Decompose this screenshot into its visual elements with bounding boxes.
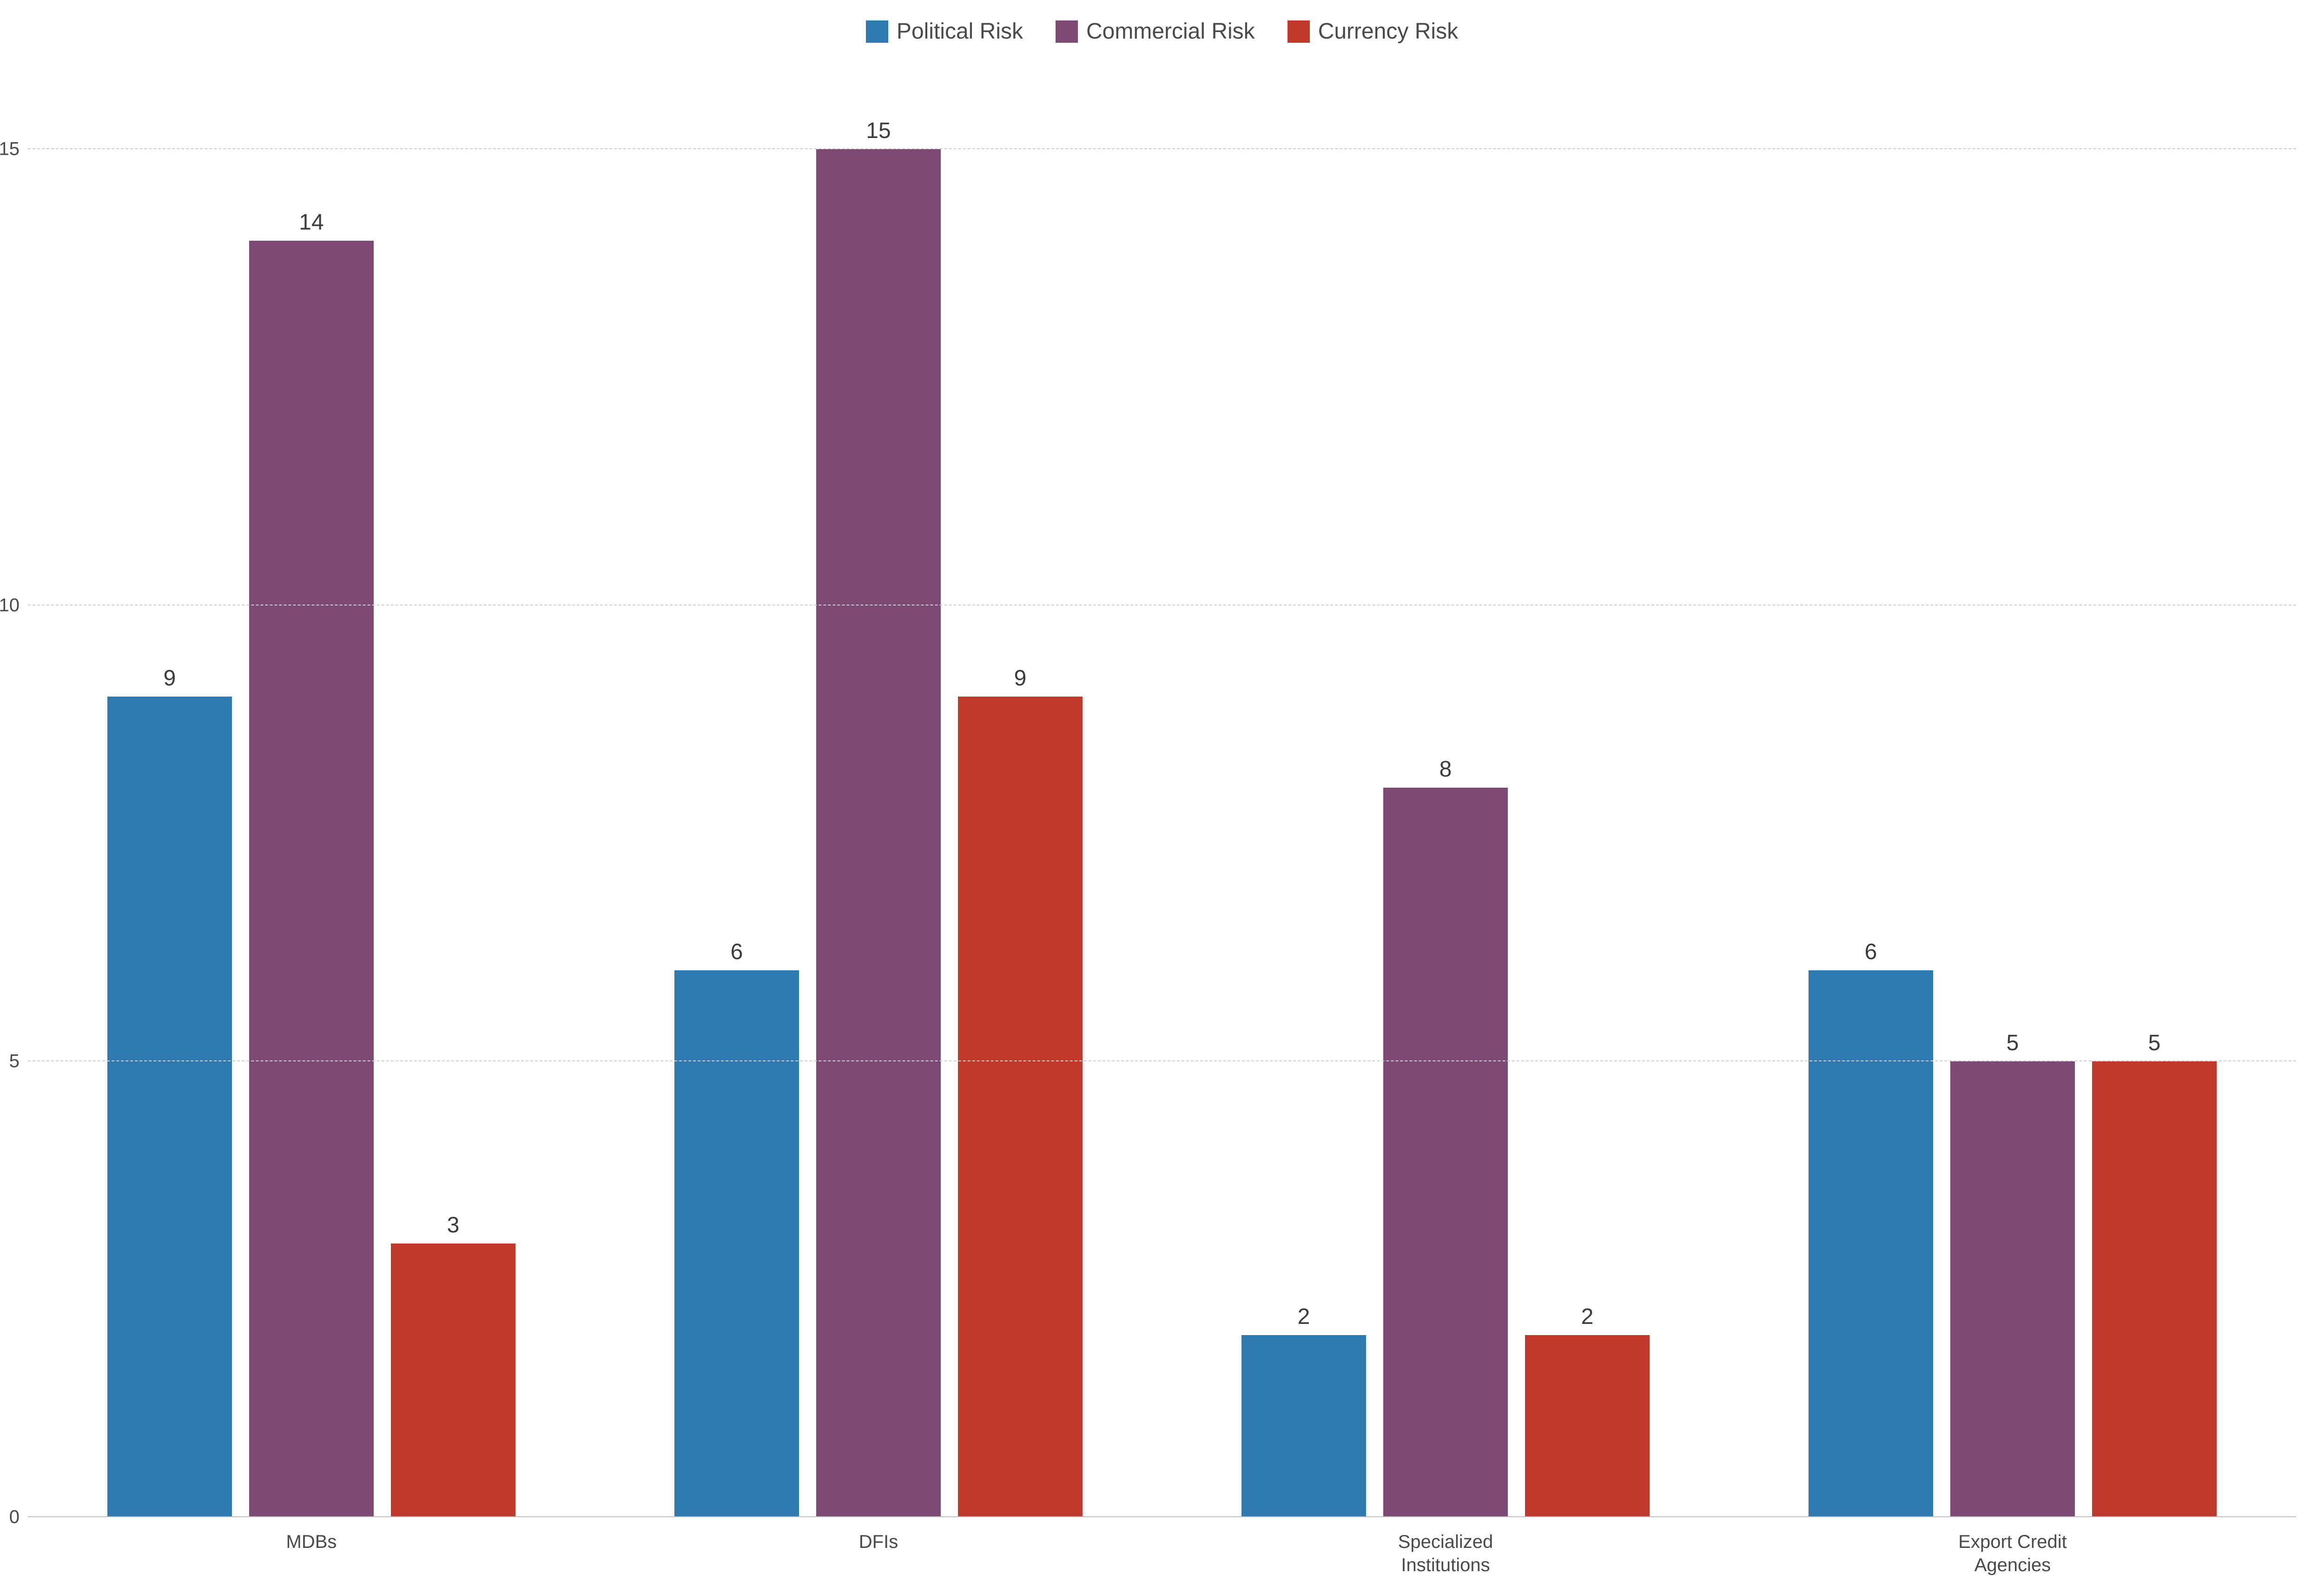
plot-outer: 91436159282655 051015 (28, 58, 2296, 1517)
bar-value-label: 5 (2148, 1030, 2161, 1061)
x-axis-label: MDBs (28, 1530, 595, 1577)
y-tick-label: 0 (9, 1507, 28, 1528)
bar-value-label: 6 (1865, 939, 1877, 970)
x-axis-label: DFIs (595, 1530, 1162, 1577)
plot-area: 91436159282655 051015 (28, 58, 2296, 1517)
bar: 6 (674, 970, 799, 1518)
bar: 6 (1809, 970, 1933, 1518)
y-tick-label: 10 (0, 595, 28, 616)
bar-value-label: 3 (447, 1212, 460, 1244)
legend-label: Political Risk (897, 19, 1023, 44)
bar-group: 655 (1729, 58, 2296, 1517)
legend-item: Political Risk (866, 19, 1023, 44)
bar-value-label: 6 (731, 939, 743, 970)
bar: 14 (249, 241, 374, 1518)
bar-value-label: 5 (2007, 1030, 2019, 1061)
bar: 5 (1950, 1061, 2075, 1517)
legend-label: Currency Risk (1318, 19, 1458, 44)
bar: 8 (1383, 788, 1508, 1517)
bar-value-label: 2 (1581, 1304, 1594, 1335)
bar-value-label: 9 (164, 665, 176, 697)
bar: 2 (1525, 1335, 1650, 1518)
bar: 2 (1241, 1335, 1366, 1518)
legend-swatch (866, 20, 888, 43)
bar-value-label: 8 (1439, 757, 1452, 788)
gridline (28, 1060, 2296, 1061)
bar-value-label: 15 (866, 118, 891, 149)
legend-item: Commercial Risk (1056, 19, 1255, 44)
legend-item: Currency Risk (1287, 19, 1458, 44)
x-baseline (28, 1516, 2296, 1517)
x-axis: MDBsDFIsSpecialized InstitutionsExport C… (28, 1530, 2296, 1577)
bar-value-label: 14 (299, 210, 324, 241)
bar-value-label: 9 (1014, 665, 1027, 697)
y-tick-label: 15 (0, 139, 28, 160)
bar: 3 (391, 1244, 515, 1517)
x-axis-label: Export Credit Agencies (1729, 1530, 2296, 1577)
risk-bar-chart: Political Risk Commercial Risk Currency Ri… (0, 0, 2324, 1586)
gridline (28, 148, 2296, 149)
bar: 15 (816, 149, 941, 1517)
legend-swatch (1056, 20, 1078, 43)
bar-group: 282 (1162, 58, 1729, 1517)
bar: 5 (2092, 1061, 2217, 1517)
bar: 9 (958, 697, 1083, 1517)
x-axis-row: MDBsDFIsSpecialized InstitutionsExport C… (28, 1517, 2296, 1577)
bar-value-label: 2 (1298, 1304, 1310, 1335)
bar-group: 6159 (595, 58, 1162, 1517)
bar: 9 (107, 697, 232, 1517)
bars-layer: 91436159282655 (28, 58, 2296, 1517)
legend-swatch (1287, 20, 1310, 43)
y-tick-label: 5 (9, 1051, 28, 1072)
legend-label: Commercial Risk (1086, 19, 1255, 44)
chart-legend: Political Risk Commercial Risk Currency Ri… (28, 19, 2296, 44)
x-axis-label: Specialized Institutions (1162, 1530, 1729, 1577)
bar-group: 9143 (28, 58, 595, 1517)
